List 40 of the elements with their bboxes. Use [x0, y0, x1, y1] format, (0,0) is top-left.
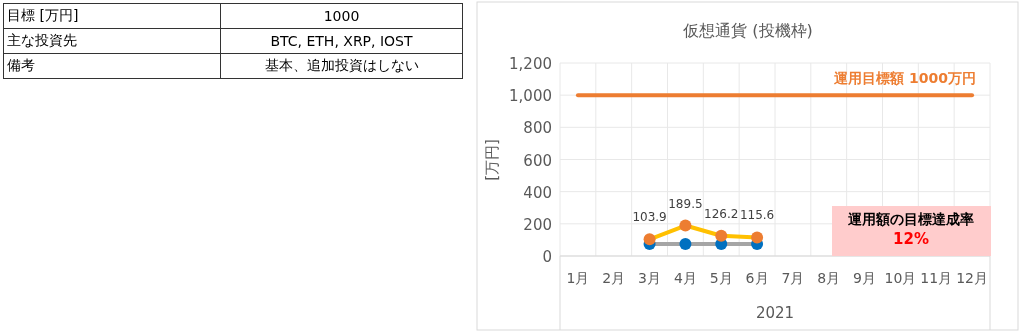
x-tick-label: 2月 — [602, 270, 626, 286]
chart-title: 仮想通貨 (投機枠) — [682, 21, 813, 40]
data-label: 126.2 — [704, 206, 739, 221]
x-tick-label: 11月 — [920, 270, 953, 286]
text: 備考 — [3, 53, 221, 79]
point — [679, 237, 692, 250]
x-tick-label: 6月 — [745, 270, 769, 286]
annotation: 運用額の目標達成率 — [847, 211, 974, 227]
x-tick-label: 10月 — [884, 270, 917, 286]
x-tick-label: 1月 — [566, 270, 590, 286]
y-axis-title: [万円] — [483, 139, 501, 181]
y-tick-label: 0 — [542, 248, 552, 266]
y-tick-label: 600 — [523, 151, 552, 170]
x-tick-label: 7月 — [781, 270, 805, 286]
ref-line-label: 運用目標額 1000万円 — [833, 70, 977, 87]
data-label: 103.9 — [632, 210, 667, 225]
text: 目標 [万円] — [3, 3, 221, 29]
x-axis-title: 2021 — [755, 304, 795, 322]
point — [643, 233, 656, 246]
x-tick-label: 12月 — [956, 270, 988, 286]
text: 主な投資先 — [3, 28, 221, 54]
x-tick-label: 3月 — [638, 270, 662, 286]
data-label: 189.5 — [668, 196, 703, 211]
point — [715, 229, 728, 242]
y-tick-label: 400 — [523, 183, 552, 202]
x-tick-label: 8月 — [817, 270, 841, 286]
text: 基本、追加投資はしない — [220, 53, 463, 79]
y-tick-label: 200 — [523, 215, 552, 234]
y-tick-label: 1,200 — [509, 55, 552, 73]
x-tick-label: 9月 — [853, 270, 877, 286]
point — [679, 219, 692, 232]
text: 1000 — [220, 3, 463, 29]
x-tick-label: 5月 — [709, 270, 733, 286]
data-label: 115.6 — [739, 208, 775, 223]
y-tick-label: 800 — [523, 119, 552, 138]
x-tick-label: 4月 — [673, 270, 697, 286]
point — [751, 231, 764, 244]
text: BTC, ETH, XRP, IOST — [220, 28, 463, 54]
annotation: 12% — [893, 230, 929, 248]
y-tick-label: 1,000 — [509, 87, 552, 106]
